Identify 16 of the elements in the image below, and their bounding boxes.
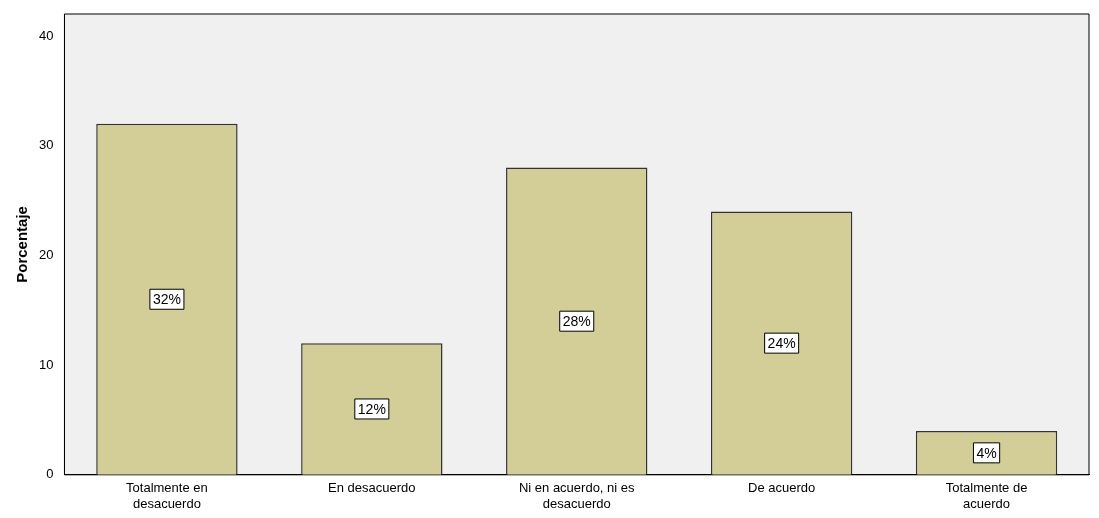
x-tick-label: De acuerdo [748,480,816,496]
y-tick-label: 0 [46,466,54,482]
x-tick-label: En desacuerdo [328,480,416,496]
x-tick-label: Ni en acuerdo, ni es desacuerdo [518,480,636,511]
data-label: 4% [976,444,997,461]
data-label: 24% [767,335,796,351]
data-label: 32% [152,291,181,308]
y-tick-label: 20 [38,246,54,262]
y-axis-title: Porcentaje [13,206,31,283]
y-tick-label: 10 [38,356,54,372]
data-label: 28% [562,313,591,330]
y-tick-label: 30 [38,137,54,153]
y-tick-label: 40 [38,27,54,43]
data-label: 12% [357,400,386,417]
x-tick-label: Totalmente de acuerdo [945,480,1028,511]
x-tick-label: Totalmente en desacuerdo [126,480,208,511]
